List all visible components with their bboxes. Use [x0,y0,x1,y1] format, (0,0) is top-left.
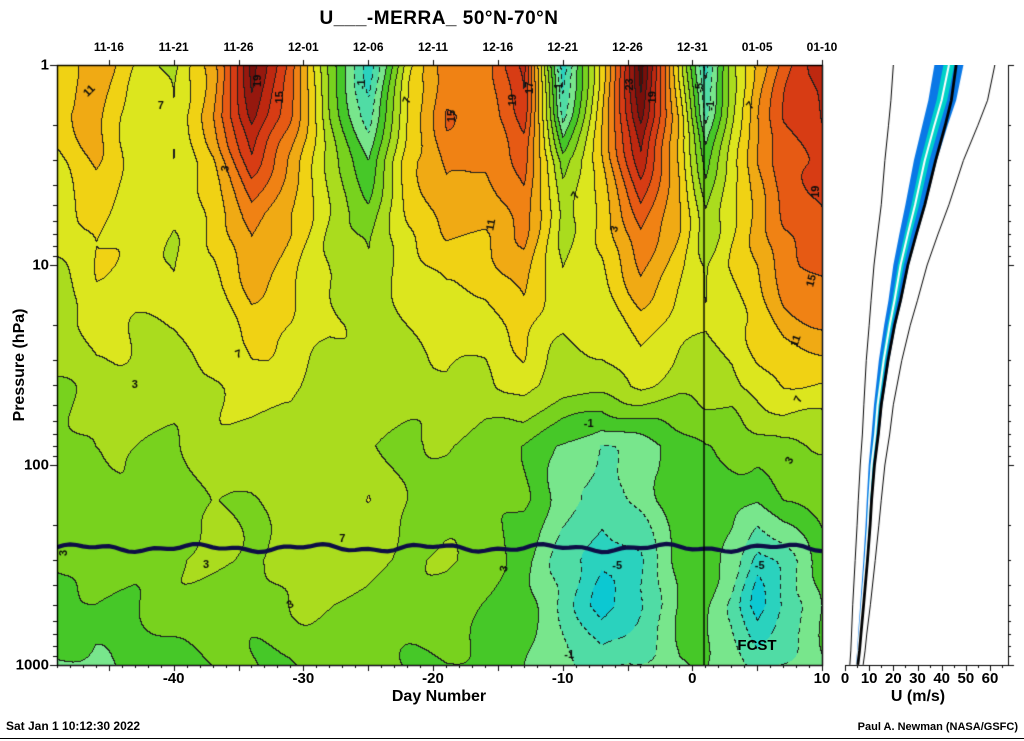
date-tick-label: 01-05 [741,40,773,54]
bottom-divider [0,738,1024,739]
date-tick-label: 12-21 [547,40,579,54]
date-tick-label: 01-10 [806,40,838,54]
x-tick-label: -20 [422,670,444,687]
u-tick-label: 30 [909,670,926,687]
x-tick-label: -10 [551,670,574,687]
date-tick-label: 12-11 [418,40,449,54]
date-tick-label: 11-21 [158,40,189,54]
plot-title: U___-MERRA_ 50°N-70°N [319,8,559,29]
profile-x-axis-title: U (m/s) [890,688,946,705]
fcst-label: FCST [737,637,777,654]
u-tick-label: 50 [957,670,975,687]
y-axis-title: Pressure (hPa) [11,308,28,422]
date-tick-label: 12-06 [352,40,384,54]
credit: Paul A. Newman (NASA/GSFC) [857,721,1018,733]
pressure-tick-label: 10 [32,256,49,274]
wind-profile-canvas [830,65,1024,666]
date-tick-label: 11-26 [223,40,254,54]
x-tick-label: -40 [162,670,185,687]
timestamp: Sat Jan 1 10:12:30 2022 [6,719,141,733]
date-tick-label: 12-31 [676,40,708,54]
date-tick-label: 12-26 [612,40,643,54]
pressure-tick-label: 100 [23,456,49,474]
x-tick-label: 10 [813,670,831,687]
u-tick-label: 10 [860,670,878,687]
date-tick-label: 11-16 [93,40,124,54]
u-tick-label: 0 [840,670,850,687]
pressure-tick-label: 1000 [15,656,49,674]
u-tick-label: 20 [884,670,902,687]
x-tick-label: -30 [292,670,315,687]
x-axis-title: Day Number [391,688,487,705]
contour-field-canvas [57,65,822,665]
x-tick-label: 0 [688,670,697,687]
pressure-tick-label: 1 [40,56,49,74]
date-tick-label: 12-16 [482,40,514,54]
u-tick-label: 40 [933,670,950,687]
u-tick-label: 60 [981,670,999,687]
date-tick-label: 12-01 [287,40,319,54]
